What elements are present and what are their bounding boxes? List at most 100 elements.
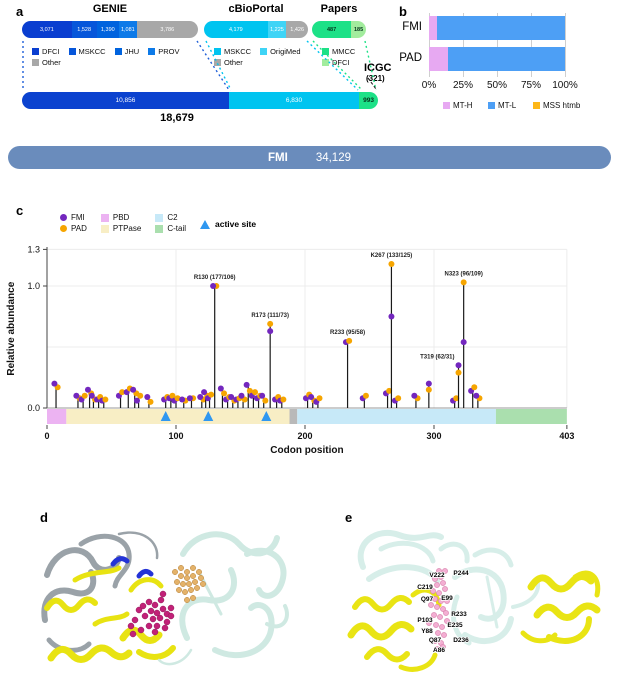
legend-item-MSKCC: MSKCC (68, 47, 106, 56)
magenta-sphere (145, 622, 153, 630)
pad-dot (453, 395, 460, 402)
bar-segment-value: 1,081 (120, 26, 135, 33)
bar-segment-value: 1,528 (77, 26, 92, 33)
domain-PTPase (66, 409, 290, 424)
structure-d (41, 531, 289, 666)
bar-segment-MT-H (429, 16, 438, 40)
panel-b-label: b (399, 4, 407, 19)
fmi-total-value: 34,129 (315, 151, 351, 164)
papers-bar: 487 185 (312, 21, 366, 38)
magenta-sphere (167, 604, 175, 612)
bar-segment-value: 3,786 (160, 26, 175, 33)
lollipop-126 (204, 391, 215, 408)
fmi-dot (473, 392, 480, 399)
tan-sphere (178, 565, 184, 571)
pad-dot (81, 392, 88, 399)
legend-row: MMCC (322, 47, 355, 56)
lollipop-334 (473, 392, 483, 408)
residue-label-P103: P103 (417, 617, 433, 624)
genie-bar: 3,071 1,528 1,390 1,081 3,786 (22, 21, 198, 38)
legend-item-C2: C2 (155, 213, 186, 222)
legend-label: C2 (167, 213, 178, 222)
tmb-legend-label: MT-L (498, 101, 517, 110)
magenta-sphere (145, 598, 153, 606)
genie-title: GENIE (92, 3, 128, 15)
tan-sphere (192, 579, 198, 585)
lollipop-264 (382, 387, 393, 408)
legend-domain-column: PBD PTPase (100, 213, 141, 233)
panel-c-label: c (16, 203, 24, 218)
bar-segment-MSKCC: 4,179 (204, 21, 268, 38)
lollipop-152 (238, 392, 248, 408)
pink-sphere (440, 606, 446, 612)
pad-dot (460, 279, 467, 286)
legend-label: JHU (124, 47, 140, 56)
lollipop-233: R233 (95/58) (330, 330, 365, 408)
legend-item-PROV: PROV (148, 47, 179, 56)
residue-label-R233: R233 (451, 611, 467, 618)
residue-label-Y88: Y88 (421, 628, 433, 635)
magenta-sphere (149, 615, 157, 623)
active-site-marker (203, 411, 214, 421)
bar-row-PAD (429, 47, 565, 71)
lollipop-160 (248, 389, 258, 408)
fmi-dot (186, 395, 193, 402)
pink-sphere (440, 580, 446, 586)
legend-label: PROV (158, 47, 180, 56)
pink-sphere (442, 586, 448, 592)
pink-sphere (433, 622, 439, 628)
magenta-sphere (157, 596, 165, 604)
x-tick-label: 100% (552, 80, 578, 91)
fmi-dot (210, 283, 217, 289)
fmi-dot (73, 392, 80, 399)
legend-domain-column: C2 C-tail (155, 213, 186, 233)
x-tick-label: 300 (426, 431, 441, 441)
gridline (496, 13, 498, 77)
legend-item-Other: Other (32, 58, 61, 67)
legend-item-MSKCC: MSKCC (214, 47, 251, 56)
residue-label-Q97: Q97 (421, 596, 434, 603)
tan-sphere (184, 569, 190, 575)
fmi-dot (460, 339, 467, 346)
residue-label-C219: C219 (417, 584, 433, 591)
legend-swatch (32, 59, 39, 66)
residue-label-A86: A86 (433, 647, 445, 654)
domain-C-tail (495, 409, 567, 424)
fmi-dot (84, 386, 91, 393)
tan-sphere (190, 565, 196, 571)
magenta-sphere (161, 624, 169, 632)
fmi-dot (88, 392, 95, 399)
lollipop-330 (468, 384, 478, 408)
legend-swatch (32, 48, 39, 55)
residue-label-Q87: Q87 (429, 637, 442, 644)
legend-item-DFCI: DFCI (32, 47, 60, 56)
bar-segment-MT-L (437, 16, 565, 40)
bar-segment-MT-L (448, 47, 565, 71)
lollipop-label: T319 (62/31) (420, 354, 454, 360)
pink-sphere (444, 598, 450, 604)
legend-dot (60, 214, 67, 221)
legend-item-DFCI: DFCI (322, 58, 350, 67)
pink-sphere (441, 632, 447, 638)
pink-sphere (438, 598, 444, 604)
pink-sphere (444, 618, 450, 624)
legend-label: C-tail (167, 224, 186, 233)
bar-segment-OrigiMed: 1,225 (267, 21, 287, 38)
legend-label: Other (42, 58, 61, 67)
legend-row: DFCI MSKCC JHU PROV (32, 47, 179, 56)
cyan-ribbons (157, 531, 289, 666)
pad-dot (388, 261, 395, 268)
magenta-sphere (163, 618, 171, 626)
domain-PBD (47, 409, 67, 424)
lollipop-296 (425, 380, 432, 408)
bar-segment-value: 1,426 (290, 26, 305, 33)
lollipop-130: R130 (177/106) (194, 275, 236, 408)
pad-dot (262, 397, 269, 404)
combined-segment-value: 6,830 (285, 97, 303, 104)
tmb-legend-swatch (488, 102, 495, 109)
fmi-dot (243, 381, 250, 388)
pink-sphere (435, 630, 441, 636)
papers-title: Papers (320, 3, 358, 15)
residue-label-P244: P244 (453, 570, 469, 577)
magenta-sphere (167, 612, 175, 620)
